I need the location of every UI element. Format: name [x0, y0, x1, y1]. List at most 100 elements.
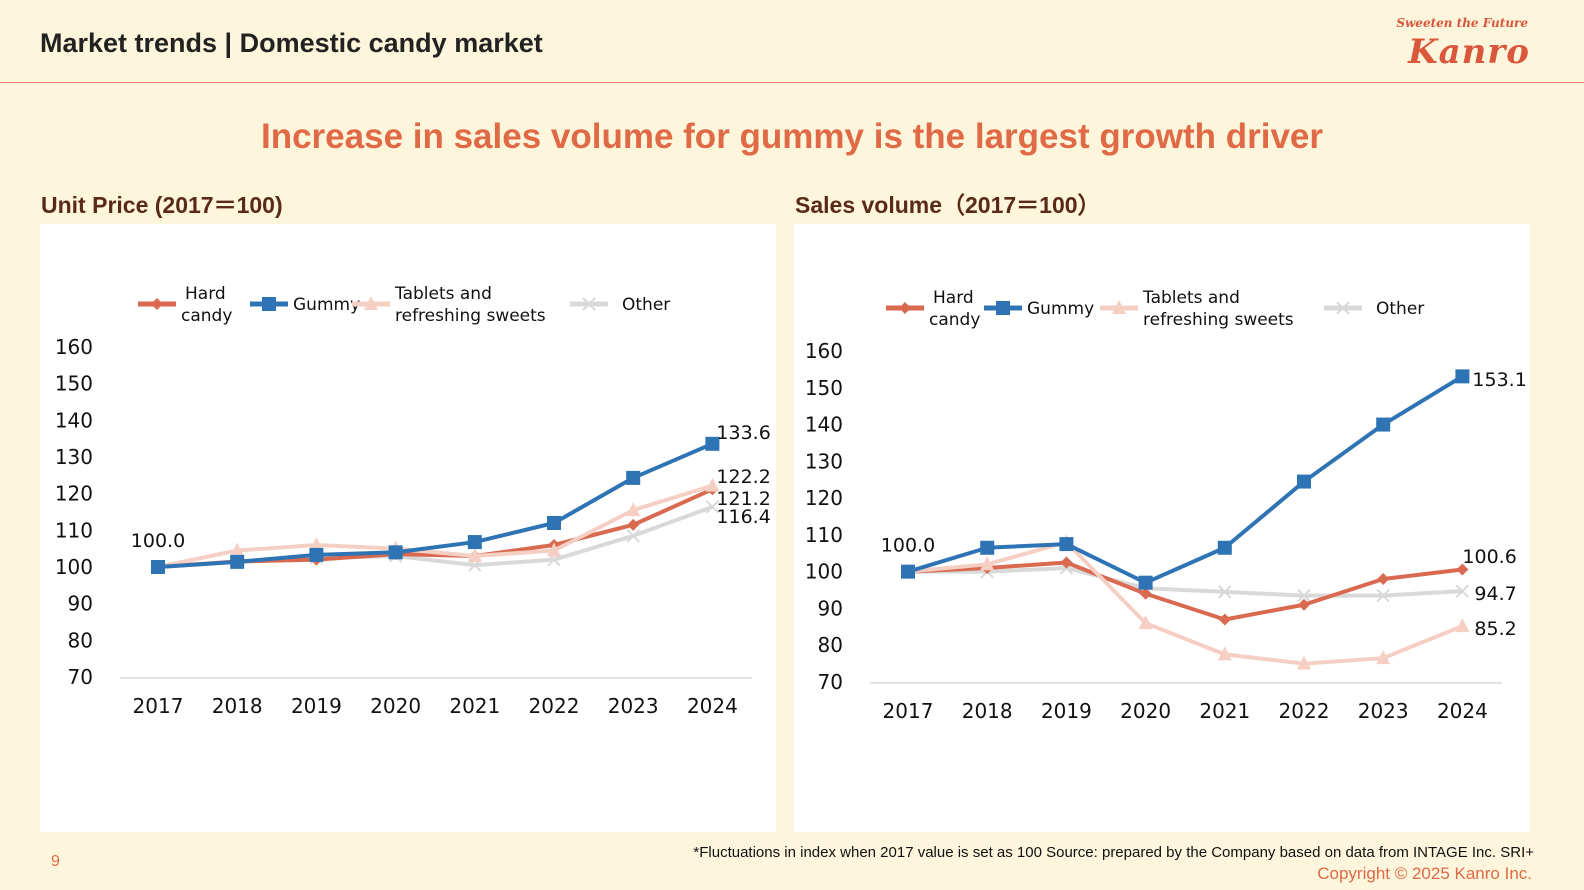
- series-line: [157, 441, 714, 569]
- data-point: [1376, 417, 1391, 432]
- data-point: [705, 477, 720, 492]
- y-tick-label: 160: [55, 335, 93, 359]
- y-tick-label: 100: [55, 555, 93, 579]
- data-label: 100.0: [131, 530, 185, 552]
- logo-tagline: Sweeten the Future: [1396, 16, 1528, 30]
- legend-marker-diamond-icon: [899, 302, 911, 314]
- copyright: Copyright © 2025 Kanro Inc.: [1317, 864, 1532, 883]
- legend-label: Hard: [185, 284, 226, 304]
- legend-marker-square-icon: [996, 301, 1010, 315]
- legend-marker-triangle-icon: [364, 296, 378, 310]
- data-point: [1218, 585, 1232, 599]
- data-point: [626, 502, 641, 517]
- y-tick-label: 140: [55, 408, 93, 432]
- series-line: [157, 483, 713, 569]
- data-label: 85.2: [1474, 618, 1516, 640]
- y-tick-label: 130: [805, 449, 843, 473]
- chart-title-sales-volume: Sales volume（2017＝100）: [795, 192, 1101, 218]
- legend-label: Gummy: [293, 295, 360, 315]
- y-tick-label: 100: [805, 560, 843, 584]
- x-tick-label: 2021: [449, 694, 500, 718]
- data-point: [1297, 588, 1311, 603]
- legend-label: Other: [1376, 299, 1424, 319]
- data-point: [705, 436, 720, 451]
- data-point: [980, 556, 995, 571]
- data-label: 100.6: [1462, 546, 1516, 568]
- data-point: [1455, 369, 1470, 384]
- data-point: [467, 548, 482, 562]
- data-point: [467, 535, 482, 550]
- x-tick-label: 2022: [1279, 699, 1330, 723]
- legend-marker-diamond-icon: [151, 298, 163, 310]
- y-tick-label: 130: [55, 445, 93, 469]
- data-point: [1455, 584, 1470, 598]
- series-line: [907, 374, 1464, 585]
- data-point: [1376, 650, 1391, 665]
- y-tick-label: 80: [818, 633, 843, 657]
- x-tick-label: 2024: [1437, 699, 1488, 723]
- data-point: [230, 554, 245, 569]
- data-point: [626, 470, 641, 485]
- x-tick-label: 2018: [962, 699, 1013, 723]
- y-tick-label: 160: [805, 339, 843, 363]
- data-point: [309, 547, 324, 562]
- data-point: [1455, 618, 1470, 633]
- data-point: [1218, 613, 1231, 626]
- legend-label: refreshing sweets: [1143, 310, 1294, 330]
- legend-label: candy: [929, 310, 980, 330]
- data-point: [901, 564, 915, 579]
- data-label: 153.1: [1472, 369, 1526, 391]
- y-tick-label: 90: [68, 592, 93, 616]
- unit-price-chart-panel: 70 80 90 100 110 120 130 140 150 160 2017 2018 2019 2…: [40, 224, 776, 832]
- x-tick-label: 2024: [687, 694, 738, 718]
- data-point: [627, 518, 640, 531]
- data-label: 121.2: [716, 488, 770, 510]
- legend-item-gummy: Gummy: [250, 295, 360, 315]
- x-tick-label: 2017: [883, 699, 934, 723]
- y-tick-label: 70: [818, 670, 843, 694]
- data-point: [1059, 537, 1074, 552]
- y-tick-label: 80: [68, 628, 93, 652]
- legend-label: Tablets and: [1142, 288, 1240, 308]
- legend-label: refreshing sweets: [395, 306, 546, 326]
- y-tick-label: 150: [805, 376, 843, 400]
- data-point: [980, 540, 995, 555]
- kanro-logo: Kanro: [1408, 32, 1530, 72]
- y-tick-label: 110: [805, 523, 843, 547]
- data-point: [1297, 655, 1311, 670]
- data-point: [1297, 474, 1311, 489]
- data-point: [705, 500, 720, 514]
- unit-price-chart: 70 80 90 100 110 120 130 140 150 160 2017 2018 2019 2…: [55, 284, 771, 718]
- x-tick-label: 2018: [212, 694, 263, 718]
- y-tick-label: 90: [818, 596, 843, 620]
- header-title: Market trends | Domestic candy market: [40, 28, 543, 58]
- y-tick-label: 110: [55, 518, 93, 542]
- data-point: [1298, 598, 1310, 611]
- data-point: [1217, 646, 1232, 661]
- legend-item-other: Other: [1324, 299, 1424, 319]
- x-tick-label: 2019: [291, 694, 342, 718]
- data-label: 122.2: [716, 466, 770, 488]
- y-tick-label: 150: [55, 372, 93, 396]
- data-point: [547, 516, 561, 530]
- legend-marker-x-icon: [1336, 301, 1350, 315]
- footnote: *Fluctuations in index when 2017 value i…: [693, 844, 1534, 861]
- x-tick-label: 2022: [529, 694, 580, 718]
- data-point: [1376, 588, 1390, 603]
- legend-marker-triangle-icon: [1112, 300, 1126, 314]
- x-tick-label: 2023: [1358, 699, 1409, 723]
- series-line: [907, 560, 1463, 622]
- data-point: [388, 545, 403, 560]
- page-number: 9: [51, 853, 60, 870]
- data-point: [151, 560, 165, 574]
- data-point: [1217, 540, 1232, 555]
- data-point: [1139, 587, 1152, 600]
- data-label: 133.6: [716, 422, 770, 444]
- data-point: [230, 542, 245, 557]
- data-point: [1377, 573, 1390, 586]
- data-point: [1456, 563, 1469, 576]
- data-label: 116.4: [716, 506, 770, 528]
